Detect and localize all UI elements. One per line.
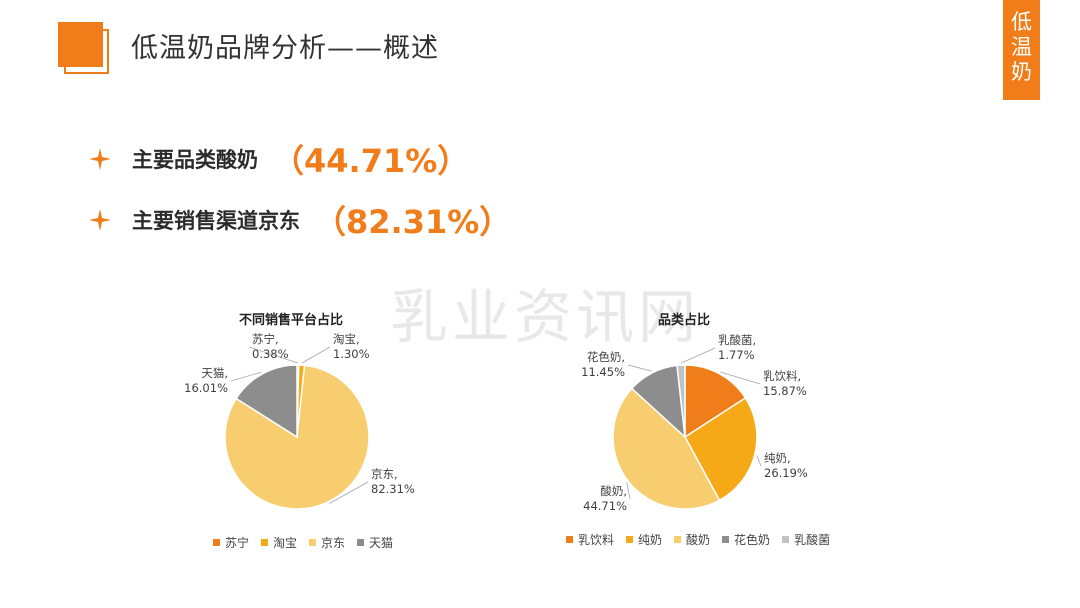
leader-line <box>626 482 631 500</box>
pie-slice-酸奶 <box>612 387 721 510</box>
leader-line <box>230 371 262 382</box>
pie-slice-天猫 <box>235 364 298 439</box>
bullet-label: 主要销售渠道京东 <box>132 209 300 233</box>
legend-swatch <box>674 536 682 543</box>
legend-item: 京东 <box>309 534 345 551</box>
legend-platform: 苏宁 淘宝 京东 天猫 <box>213 534 405 551</box>
legend-item: 花色奶 <box>722 531 770 548</box>
legend-item: 淘宝 <box>261 534 297 551</box>
legend-label: 花色奶 <box>734 533 771 547</box>
legend-item: 酸奶 <box>674 531 710 548</box>
data-label: 乳酸菌, 1.77% <box>718 333 756 362</box>
data-label: 天猫, 16.01% <box>184 366 228 395</box>
data-label: 淘宝, 1.30% <box>333 332 370 361</box>
data-label: 乳饮料, 15.87% <box>763 369 807 398</box>
data-label: 京东, 82.31% <box>371 467 415 496</box>
leader-line <box>720 371 761 385</box>
legend-label: 天猫 <box>369 536 394 550</box>
data-label: 花色奶, 11.45% <box>581 350 625 379</box>
legend-label: 乳饮料 <box>578 533 615 547</box>
data-label: 酸奶, 44.71% <box>583 484 627 513</box>
legend-label: 京东 <box>321 536 346 550</box>
legend-swatch <box>357 539 365 546</box>
legend-label: 苏宁 <box>225 536 250 550</box>
bullet-main-category: 主要品类酸奶 （44.71%） <box>89 136 469 182</box>
pie-slice-纯奶 <box>684 396 758 502</box>
chart-title-platform: 不同销售平台占比 <box>239 313 344 328</box>
chart-title-category: 品类占比 <box>658 313 711 328</box>
side-tab-char: 温 <box>1011 35 1032 59</box>
legend-item: 乳酸菌 <box>782 531 830 548</box>
pie-slice-乳酸菌 <box>676 364 686 438</box>
leader-line <box>301 346 331 364</box>
legend-swatch <box>782 536 790 543</box>
legend-swatch <box>261 539 269 546</box>
pie-slice-乳饮料 <box>684 364 747 439</box>
legend-item: 纯奶 <box>626 531 662 548</box>
legend-item: 苏宁 <box>213 534 249 551</box>
page-title: 低温奶品牌分析——概述 <box>131 33 439 64</box>
legend-swatch <box>722 536 730 543</box>
leader-line <box>756 455 762 467</box>
side-tab-char: 奶 <box>1011 60 1032 84</box>
legend-category: 乳饮料 纯奶 酸奶 花色奶 乳酸菌 <box>566 531 842 548</box>
legend-label: 纯奶 <box>638 533 663 547</box>
sparkle-icon <box>89 148 111 170</box>
data-label: 苏宁, 0.38% <box>252 332 289 361</box>
side-tab: 低 温 奶 <box>1003 0 1040 100</box>
bullet-main-channel: 主要销售渠道京东 （82.31%） <box>89 197 511 243</box>
legend-swatch <box>309 539 317 546</box>
leader-line <box>248 346 299 364</box>
legend-item: 天猫 <box>357 534 393 551</box>
legend-label: 酸奶 <box>686 533 711 547</box>
leader-line <box>680 347 716 364</box>
data-label: 纯奶, 26.19% <box>764 451 808 480</box>
legend-item: 乳饮料 <box>566 531 614 548</box>
bullet-value: （82.31%） <box>314 203 512 241</box>
side-tab-char: 低 <box>1011 10 1032 34</box>
leader-line <box>627 364 652 372</box>
legend-label: 淘宝 <box>273 536 298 550</box>
legend-swatch <box>213 539 220 546</box>
logo-filled-square <box>58 22 103 67</box>
sparkle-icon <box>89 209 111 231</box>
legend-swatch <box>566 536 573 543</box>
bullet-value: （44.71%） <box>272 142 470 180</box>
legend-label: 乳酸菌 <box>794 533 831 547</box>
legend-swatch <box>626 536 634 543</box>
leader-line <box>329 481 369 504</box>
bullet-label: 主要品类酸奶 <box>132 148 258 172</box>
